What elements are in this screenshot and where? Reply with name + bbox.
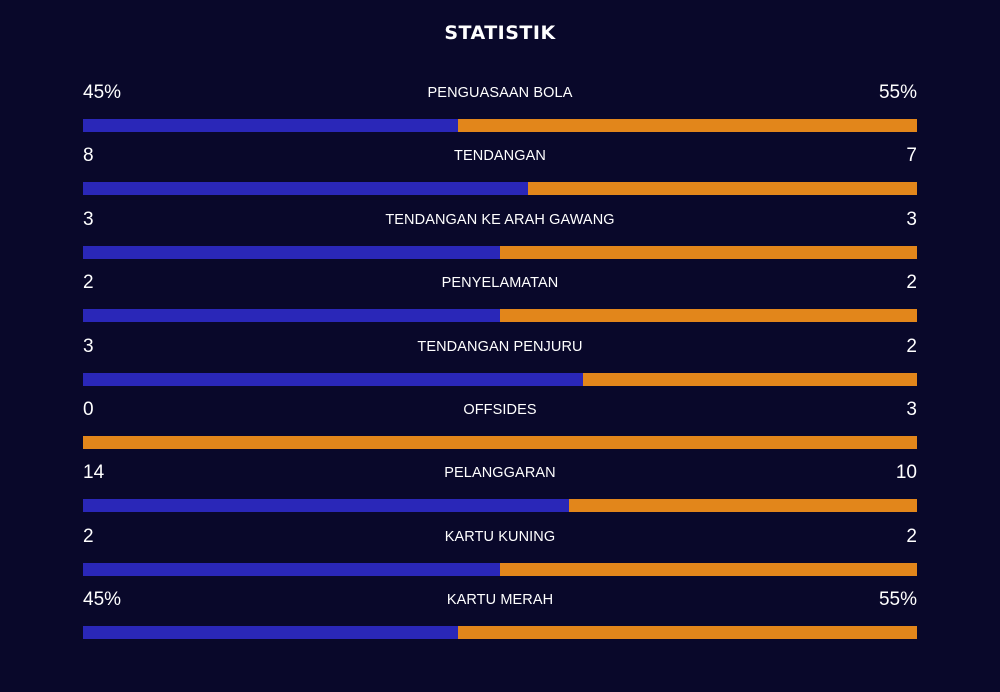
away-value: 2 <box>906 525 917 547</box>
stat-label: KARTU KUNING <box>444 528 556 545</box>
stat-label: KARTU MERAH <box>446 592 554 609</box>
away-bar-segment <box>527 182 917 196</box>
stat-header: 45% PENGUASAAN BOLA 55% <box>83 78 917 108</box>
stat-row: 0 OFFSIDES 3 <box>83 395 917 458</box>
comparison-bar <box>83 309 917 323</box>
away-value: 7 <box>906 145 917 167</box>
comparison-bar <box>83 499 917 513</box>
away-bar-segment <box>500 245 917 259</box>
home-value: 45% <box>83 82 122 103</box>
away-value: 2 <box>906 335 917 357</box>
away-value: 55% <box>878 82 917 103</box>
home-value: 45% <box>83 589 122 611</box>
home-value: 3 <box>83 208 94 230</box>
stat-row: 2 KARTU KUNING 2 <box>83 522 917 585</box>
away-bar-segment <box>83 435 917 449</box>
stat-label: PENYELAMATAN <box>441 275 559 292</box>
stat-header: 3 TENDANGAN PENJURU 2 <box>83 332 917 362</box>
home-value: 3 <box>83 335 94 357</box>
stat-header: 45% KARTU MERAH 55% <box>83 585 917 615</box>
stat-label: TENDANGAN KE ARAH GAWANG <box>385 211 615 228</box>
away-value: 10 <box>895 462 917 484</box>
stat-header: 2 KARTU KUNING 2 <box>83 522 917 552</box>
home-value: 8 <box>83 145 94 167</box>
stat-row: 45% KARTU MERAH 55% <box>83 585 917 648</box>
home-bar-segment <box>83 309 500 323</box>
stat-row: 3 TENDANGAN PENJURU 2 <box>83 332 917 395</box>
stat-header: 8 TENDANGAN 7 <box>83 141 917 171</box>
stat-header: 14 PELANGGARAN 10 <box>83 458 917 488</box>
comparison-bar <box>83 626 917 640</box>
home-bar-segment <box>83 626 459 640</box>
stat-header: 2 PENYELAMATAN 2 <box>83 268 917 298</box>
stat-list: 45% PENGUASAAN BOLA 55% 8 TENDANGAN 7 3 TENDANG… <box>83 78 917 649</box>
stat-header: 0 OFFSIDES 3 <box>83 395 917 425</box>
away-bar-segment <box>458 626 917 640</box>
away-value: 3 <box>906 208 917 230</box>
home-bar-segment <box>83 499 570 513</box>
home-value: 2 <box>83 272 94 294</box>
stat-row: 14 PELANGGARAN 10 <box>83 458 917 521</box>
home-bar-segment <box>83 372 584 386</box>
stat-label: TENDANGAN PENJURU <box>417 338 583 355</box>
comparison-bar <box>83 372 917 386</box>
stat-label: PENGUASAAN BOLA <box>427 85 573 101</box>
home-bar-segment <box>83 245 500 259</box>
away-value: 2 <box>906 272 917 294</box>
home-bar-segment <box>83 119 459 132</box>
stat-label: OFFSIDES <box>463 401 537 418</box>
home-value: 0 <box>83 398 94 420</box>
stat-row: 2 PENYELAMATAN 2 <box>83 268 917 331</box>
stat-row: 8 TENDANGAN 7 <box>83 141 917 204</box>
home-bar-segment <box>83 562 500 576</box>
comparison-bar <box>83 435 917 449</box>
away-bar-segment <box>569 499 917 513</box>
home-value: 14 <box>83 462 105 484</box>
away-bar-segment <box>583 372 917 386</box>
stat-row: 3 TENDANGAN KE ARAH GAWANG 3 <box>83 205 917 268</box>
stat-label: TENDANGAN <box>454 148 546 165</box>
away-value: 3 <box>906 398 917 420</box>
stat-row: 45% PENGUASAAN BOLA 55% <box>83 78 917 141</box>
comparison-bar <box>83 182 917 196</box>
comparison-bar <box>83 562 917 576</box>
panel-title: STATISTIK <box>444 22 556 44</box>
away-bar-segment <box>458 119 917 132</box>
stat-header: 3 TENDANGAN KE ARAH GAWANG 3 <box>83 205 917 235</box>
away-bar-segment <box>500 562 917 576</box>
home-value: 2 <box>83 525 94 547</box>
comparison-bar <box>83 119 917 132</box>
stat-label: PELANGGARAN <box>444 465 556 482</box>
comparison-bar <box>83 245 917 259</box>
home-bar-segment <box>83 182 528 196</box>
away-bar-segment <box>500 309 917 323</box>
away-value: 55% <box>878 589 917 611</box>
